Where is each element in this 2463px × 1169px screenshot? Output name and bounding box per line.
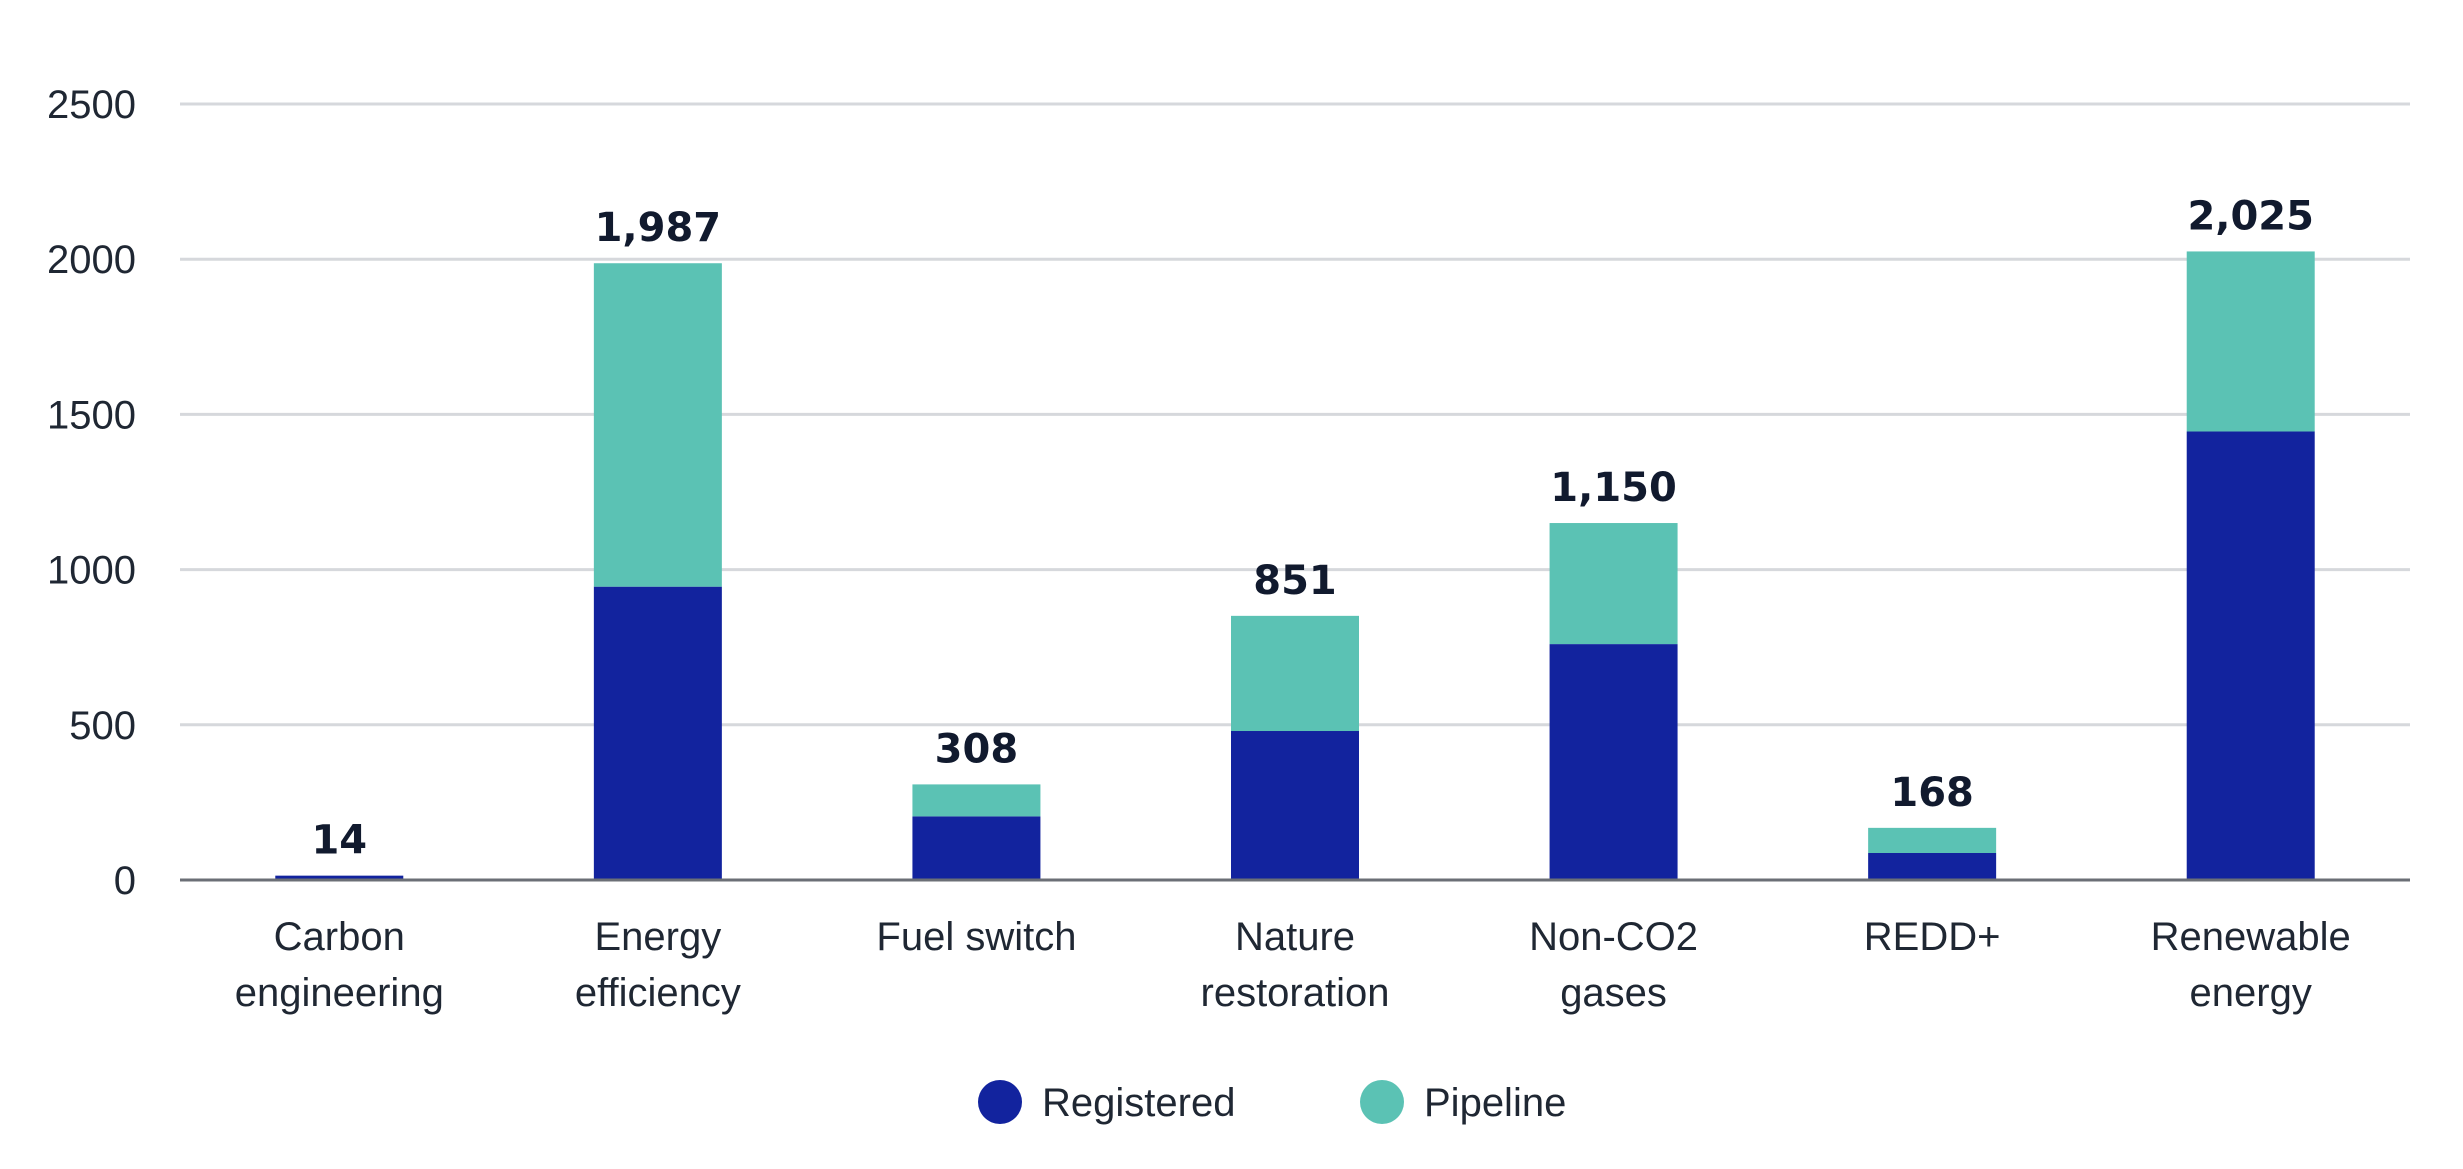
gridlines <box>180 102 2410 727</box>
x-tick-label-line: restoration <box>1201 971 1390 1015</box>
x-tick-label-line: engineering <box>235 971 444 1015</box>
bars <box>275 251 2315 880</box>
y-tick-label: 2000 <box>47 238 136 282</box>
x-tick-label-line: Energy <box>594 915 721 959</box>
data-label-total: 14 <box>311 818 367 864</box>
bar-registered-6 <box>2186 431 2315 880</box>
x-tick-label: Energy efficiency <box>575 915 741 1015</box>
x-tick-label-line: Renewable <box>2151 915 2351 959</box>
data-label-total: 1,987 <box>595 205 722 251</box>
y-tick-label: 0 <box>114 859 136 903</box>
x-tick-label: Fuel switch <box>876 915 1076 959</box>
bar-registered-1 <box>593 586 722 880</box>
y-axis-ticks: 0 500 1000 1500 2000 2500 <box>47 83 136 903</box>
data-label-total: 2,025 <box>2187 193 2314 239</box>
bar-pipeline-2 <box>912 784 1041 817</box>
x-tick-label: Nature restoration <box>1201 915 1390 1015</box>
x-tick-label-line: energy <box>2190 971 2312 1015</box>
x-tick-label: Carbon engineering <box>235 915 444 1015</box>
legend: Registered Pipeline <box>978 1080 1566 1125</box>
data-label-total: 308 <box>935 726 1019 772</box>
x-tick-label: REDD+ <box>1864 915 2001 959</box>
bar-registered-2 <box>912 816 1041 880</box>
legend-label-pipeline: Pipeline <box>1424 1081 1566 1125</box>
bar-pipeline-4 <box>1549 523 1678 645</box>
data-label-total: 1,150 <box>1550 465 1677 511</box>
x-tick-label-line: Nature <box>1235 915 1355 959</box>
legend-label-registered: Registered <box>1042 1081 1235 1125</box>
y-tick-label: 2500 <box>47 83 136 127</box>
x-tick-label: Non-CO2 gases <box>1529 915 1698 1015</box>
y-tick-label: 1000 <box>47 549 136 593</box>
legend-swatch-pipeline <box>1360 1080 1404 1124</box>
data-label-total: 168 <box>1890 770 1974 816</box>
x-axis-categories: Carbon engineering Energy efficiency Fuel sw… <box>235 915 2351 1015</box>
x-tick-label-line: gases <box>1560 971 1667 1015</box>
y-tick-label: 1500 <box>47 393 136 437</box>
bar-registered-5 <box>1868 852 1997 880</box>
x-tick-label-line: Non-CO2 <box>1529 915 1698 959</box>
bar-pipeline-5 <box>1868 827 1997 853</box>
data-label-total: 851 <box>1253 558 1337 604</box>
x-tick-label-line: efficiency <box>575 971 741 1015</box>
bar-registered-4 <box>1549 644 1678 880</box>
x-tick-label-line: Fuel switch <box>876 915 1076 959</box>
legend-swatch-registered <box>978 1080 1022 1124</box>
data-labels: 14 1,987 308 851 1,150 168 2,025 <box>311 193 2314 863</box>
bar-registered-0 <box>275 875 404 880</box>
bar-pipeline-1 <box>593 263 722 587</box>
x-tick-label: Renewable energy <box>2151 915 2351 1015</box>
y-tick-label: 500 <box>69 704 136 748</box>
bar-pipeline-6 <box>2186 251 2315 432</box>
bar-registered-3 <box>1231 731 1359 880</box>
x-tick-label-line: REDD+ <box>1864 915 2001 959</box>
bar-pipeline-3 <box>1231 615 1359 732</box>
x-tick-label-line: Carbon <box>274 915 405 959</box>
